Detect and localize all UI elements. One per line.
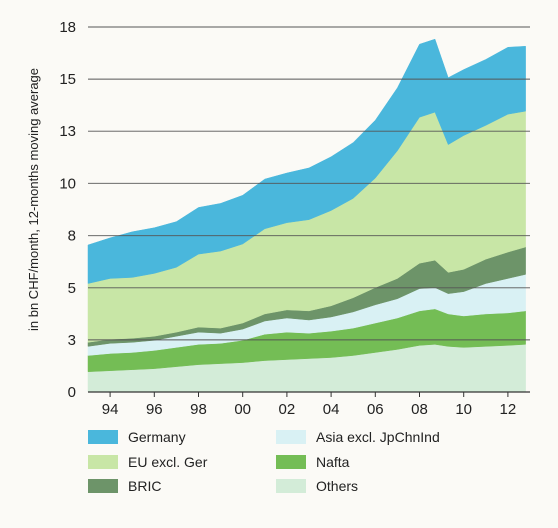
y-axis-ticks: 0 3 5 8 10 13 15 18 xyxy=(59,19,76,401)
y-tick-label: 0 xyxy=(68,384,76,401)
y-tick-label: 15 xyxy=(59,71,76,88)
x-tick-label: 02 xyxy=(279,401,296,418)
y-tick-label: 3 xyxy=(68,332,76,349)
legend-swatch-nafta xyxy=(276,455,306,469)
y-tick-label: 13 xyxy=(59,123,76,140)
x-tick-label: 94 xyxy=(102,401,119,418)
legend-swatch-germany xyxy=(88,430,118,444)
legend-swatch-eu-excl-ger xyxy=(88,455,118,469)
grid-lines xyxy=(88,26,530,341)
legend-label-eu-excl-ger: EU excl. Ger xyxy=(128,454,208,470)
legend-label-nafta: Nafta xyxy=(316,454,350,470)
x-axis-ticks: 94 96 98 00 02 04 06 08 10 12 xyxy=(102,392,516,418)
x-tick-label: 98 xyxy=(190,401,207,418)
x-tick-label: 96 xyxy=(146,401,163,418)
x-tick-label: 06 xyxy=(367,401,384,418)
x-tick-label: 08 xyxy=(411,401,428,418)
y-tick-label: 18 xyxy=(59,19,76,36)
y-tick-label: 5 xyxy=(68,280,76,297)
legend-label-asia-excl-jpchnind: Asia excl. JpChnInd xyxy=(316,429,440,445)
y-tick-label: 8 xyxy=(68,228,76,245)
legend-swatch-asia-excl-jpchnind xyxy=(276,430,306,444)
legend-swatch-others xyxy=(276,479,306,493)
legend-swatch-bric xyxy=(88,479,118,493)
x-tick-label: 10 xyxy=(455,401,472,418)
legend: Germany Asia excl. JpChnInd EU excl. Ger Na… xyxy=(88,429,440,494)
x-tick-label: 12 xyxy=(500,401,517,418)
x-tick-label: 04 xyxy=(323,401,340,418)
y-tick-label: 10 xyxy=(59,175,76,192)
area-germany xyxy=(87,38,526,284)
legend-label-bric: BRIC xyxy=(128,478,161,494)
legend-label-germany: Germany xyxy=(128,429,186,445)
stacked-areas xyxy=(87,38,526,393)
y-axis-label: in bn CHF/month, 12-months moving averag… xyxy=(26,68,41,331)
legend-label-others: Others xyxy=(316,478,358,494)
x-tick-label: 00 xyxy=(234,401,251,418)
